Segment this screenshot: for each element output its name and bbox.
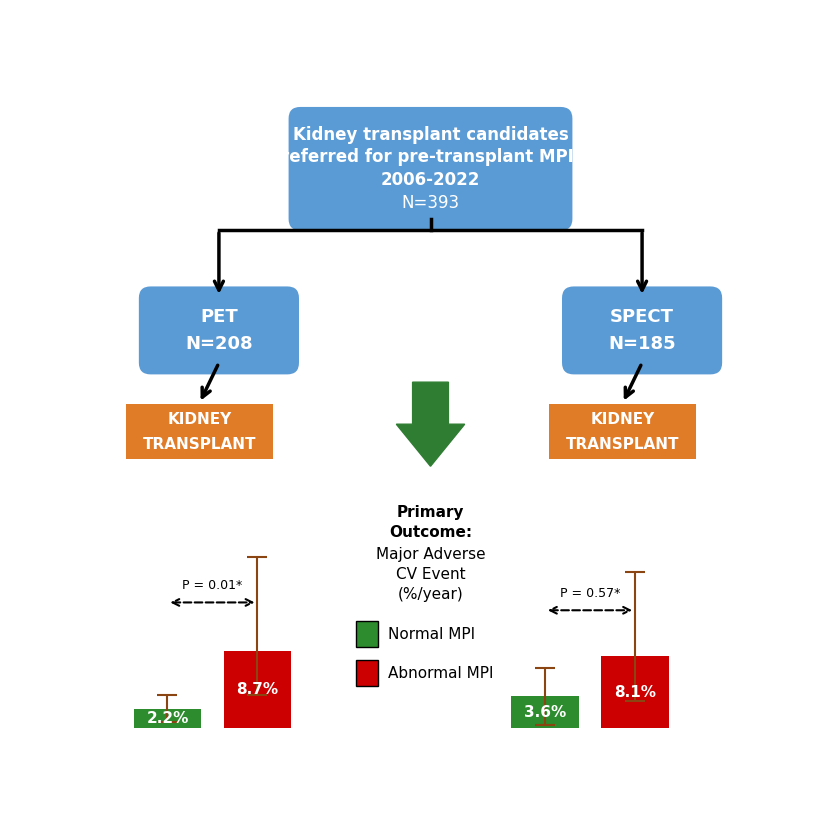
FancyBboxPatch shape xyxy=(289,107,572,230)
FancyBboxPatch shape xyxy=(562,286,722,375)
FancyBboxPatch shape xyxy=(549,405,696,459)
Text: 2006-2022: 2006-2022 xyxy=(381,171,480,189)
Text: Normal MPI: Normal MPI xyxy=(388,627,475,642)
Text: Abnormal MPI: Abnormal MPI xyxy=(388,666,494,680)
Text: TRANSPLANT: TRANSPLANT xyxy=(566,437,680,452)
FancyBboxPatch shape xyxy=(126,405,273,459)
FancyBboxPatch shape xyxy=(355,622,379,648)
Text: KIDNEY: KIDNEY xyxy=(167,412,232,427)
FancyBboxPatch shape xyxy=(139,286,299,375)
Text: referred for pre-transplant MPI,: referred for pre-transplant MPI, xyxy=(281,149,580,166)
Text: N=185: N=185 xyxy=(608,335,676,353)
Polygon shape xyxy=(396,382,465,466)
Text: Kidney transplant candidates: Kidney transplant candidates xyxy=(292,125,569,144)
Text: PET: PET xyxy=(200,308,238,326)
Text: KIDNEY: KIDNEY xyxy=(591,412,654,427)
FancyBboxPatch shape xyxy=(355,660,379,686)
Text: TRANSPLANT: TRANSPLANT xyxy=(143,437,256,452)
Text: N=393: N=393 xyxy=(402,194,459,212)
Text: Major Adverse
CV Event
(%/year): Major Adverse CV Event (%/year) xyxy=(375,547,486,601)
Text: SPECT: SPECT xyxy=(610,308,674,326)
Text: N=208: N=208 xyxy=(185,335,253,353)
Text: Primary
Outcome:: Primary Outcome: xyxy=(389,505,472,540)
